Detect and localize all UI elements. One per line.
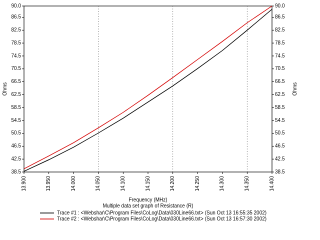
x-tick-label: 14.000 [71, 176, 77, 192]
x-tick-label: 14.100 [121, 176, 127, 192]
y-tick-label: 54.5 [11, 118, 21, 124]
legend-label: Trace #2 : <Webshar\C\Program Files\CoLo… [57, 216, 267, 222]
y-tick-label: 74.5 [11, 53, 21, 59]
y-tick-label-right: 46.5 [275, 144, 285, 150]
series-line [23, 8, 273, 172]
x-tick-label: 13.900 [21, 176, 27, 192]
y-tick-label-right: 50.5 [275, 131, 285, 137]
x-tick-label: 14.300 [220, 176, 226, 192]
chart-title: Multiple data set graph of Resistance (R… [103, 203, 194, 209]
y-tick-label-right: 42.5 [275, 156, 285, 162]
x-axis-label: Frequency (MHz) [129, 197, 168, 203]
y-tick-label-right: 70.5 [275, 66, 285, 72]
y-tick-label: 82.5 [11, 28, 21, 34]
y-tick-label-right: 74.5 [275, 53, 285, 59]
y-tick-label-right: 62.5 [275, 92, 285, 98]
x-tick-label: 14.350 [245, 176, 251, 192]
plot-frame [23, 5, 273, 173]
y-tick-label: 70.5 [11, 66, 21, 72]
y-axis-label-right: Ohms [292, 82, 298, 96]
x-tick-label: 14.400 [269, 176, 275, 192]
y-tick-label: 38.5 [11, 169, 21, 175]
x-tick-label: 14.250 [195, 176, 201, 192]
chart: Ohms Ohms Frequency (MHz) Multiple data … [2, 3, 298, 222]
x-tick-label: 14.200 [170, 176, 176, 192]
y-tick-label-right: 58.5 [275, 105, 285, 111]
y-tick-label: 58.5 [11, 105, 21, 111]
y-tick-label: 46.5 [11, 144, 21, 150]
y-tick-label-right: 54.5 [275, 118, 285, 124]
y-tick-label-right: 90.0 [275, 3, 285, 9]
y-tick-label: 86.5 [11, 15, 21, 21]
y-tick-label-right: 38.5 [275, 169, 285, 175]
x-tick-label: 13.950 [46, 176, 52, 192]
y-tick-label-right: 66.5 [275, 79, 285, 85]
page: {"chart_data":{"type":"line","title":"Mu… [2, 3, 299, 223]
y-axis-label: Ohms [2, 82, 8, 96]
y-tick-label-right: 86.5 [275, 15, 285, 21]
y-tick-label: 42.5 [11, 156, 21, 162]
y-tick-label-right: 78.5 [275, 40, 285, 46]
series-line [23, 5, 273, 170]
y-tick-label-right: 82.5 [275, 28, 285, 34]
x-tick-label: 14.150 [145, 176, 151, 192]
y-tick-label: 66.5 [11, 79, 21, 85]
legend-label: Trace #1 : <Webshar\C\Program Files\CoLo… [57, 210, 267, 216]
y-tick-label: 90.0 [11, 3, 21, 9]
y-tick-label: 62.5 [11, 92, 21, 98]
y-tick-label: 78.5 [11, 40, 21, 46]
x-tick-label: 14.050 [96, 176, 102, 192]
y-tick-label: 50.5 [11, 131, 21, 137]
